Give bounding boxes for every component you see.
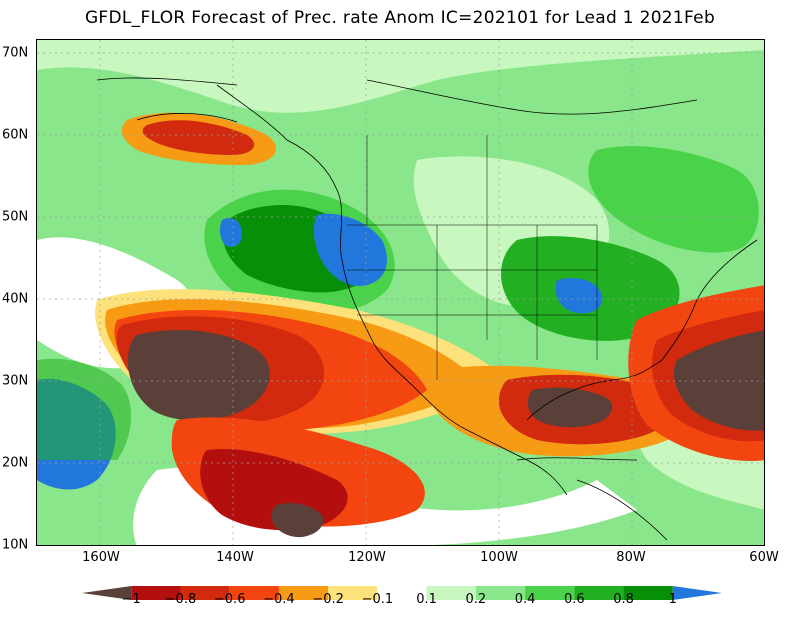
colorbar-swatch [574, 586, 624, 600]
colorbar [82, 585, 722, 601]
colorbar-label: 0.6 [563, 592, 585, 607]
lat-label-20n: 20N [2, 455, 29, 471]
colorbar-arrow-low [82, 586, 132, 600]
precip-anomaly-map [37, 40, 764, 545]
lat-label-50n: 50N [2, 209, 29, 225]
colorbar-swatch [328, 586, 378, 600]
lon-label-160w: 160W [82, 550, 120, 565]
colorbar-swatch [623, 586, 673, 600]
red-region-alaska [142, 120, 255, 155]
lon-label-140w: 140W [216, 550, 254, 565]
colorbar-label: −0.1 [361, 592, 394, 607]
lat-label-10n: 10N [2, 537, 29, 553]
colorbar-label: −0.4 [263, 592, 295, 607]
colorbar-label: 0.8 [613, 592, 634, 607]
colorbar-swatch [475, 586, 526, 600]
map-panel [36, 39, 765, 546]
colorbar-label: 1 [668, 592, 677, 607]
political-boundaries [347, 135, 598, 380]
coastline-outlines [96, 77, 758, 541]
colorbar-label: 0.1 [416, 592, 437, 607]
colorbar-label: −0.2 [312, 592, 344, 607]
lon-label-100w: 100W [480, 550, 518, 565]
brown-region-gulf [527, 387, 613, 428]
lat-label-30n: 30N [2, 373, 29, 389]
light-green-region-north [37, 40, 764, 113]
lat-label-60n: 60N [2, 127, 29, 143]
map-title: GFDL_FLOR Forecast of Prec. rate Anom IC… [84, 8, 716, 28]
colorbar-swatch [229, 586, 279, 600]
brown-region-south-pacific [271, 503, 324, 538]
blue-region-pnw-west [220, 218, 242, 247]
lon-label-80w: 80W [616, 550, 646, 565]
colorbar-swatch [525, 586, 575, 600]
brown-region-atlantic [673, 330, 764, 431]
blue-region-ohio-valley [555, 278, 603, 314]
lat-label-70n: 70N [2, 45, 29, 61]
colorbar-arrow-high [672, 586, 722, 600]
colorbar-swatch [426, 586, 476, 600]
colorbar-label: −0.6 [213, 592, 246, 607]
colorbar-label: −1 [121, 592, 141, 607]
graticule [37, 40, 764, 545]
colorbar-label: −0.8 [164, 592, 197, 607]
blue-region-pnw [313, 213, 387, 286]
lat-label-40n: 40N [2, 291, 29, 307]
colorbar-swatch [180, 586, 230, 600]
brown-region-pacific [127, 330, 270, 421]
lon-label-60w: 60W [749, 550, 779, 565]
colorbar-swatch [278, 586, 329, 600]
lon-label-120w: 120W [348, 550, 386, 565]
green-region-central-pacific [37, 358, 132, 460]
colorbar-label: 0.4 [514, 592, 536, 607]
colorbar-swatch [131, 586, 181, 600]
green-region-east-canada [588, 146, 759, 253]
colorbar-label: 0.2 [465, 592, 487, 607]
